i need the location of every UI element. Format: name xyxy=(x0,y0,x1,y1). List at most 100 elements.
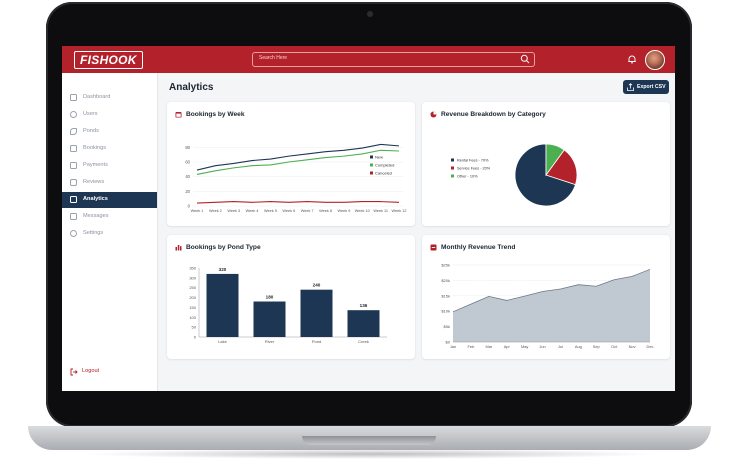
y-tick-label: $25k xyxy=(441,263,450,268)
card-title: Monthly Revenue Trend xyxy=(441,244,516,251)
sidebar-item-analytics[interactable]: Analytics xyxy=(62,192,157,208)
page-title: Analytics xyxy=(169,82,214,93)
monthly-revenue-card: Monthly Revenue Trend $0 $5k $10k $15k $20k $… xyxy=(422,235,670,359)
y-tick-label: $5k xyxy=(444,324,450,329)
webcam xyxy=(367,11,373,17)
sidebar-item-reviews[interactable]: Reviews xyxy=(62,175,157,191)
y-tick-label: 0 xyxy=(194,335,197,340)
legend-label: Canceled xyxy=(375,170,392,175)
legend-label: Rental Fees - 70% xyxy=(457,158,489,162)
gear-icon xyxy=(70,230,77,237)
pie-slice xyxy=(545,149,578,186)
revenue-breakdown-chart: Rental Fees - 70% Service Fees - 20% Other… xyxy=(451,143,578,207)
sidebar-item-dashboard[interactable]: Dashboard xyxy=(62,90,157,106)
x-tick-label: Week 8 xyxy=(319,209,332,213)
y-tick-label: 60 xyxy=(185,160,190,165)
x-tick-label: Week 1 xyxy=(191,209,204,213)
sidebar-item-messages[interactable]: Messages xyxy=(62,209,157,225)
legend-label: Service Fees - 20% xyxy=(457,166,491,170)
y-tick-label: 20 xyxy=(185,189,190,194)
x-tick-label: Sep xyxy=(593,344,600,349)
sidebar-item-payments[interactable]: Payments xyxy=(62,158,157,174)
x-tick-label: Aug xyxy=(575,344,582,349)
legend-swatch xyxy=(451,174,454,178)
sidebar-item-users[interactable]: Users xyxy=(62,107,157,123)
x-tick-label: Week 5 xyxy=(264,209,277,213)
reviews-icon xyxy=(70,179,77,186)
bar-chart-icon xyxy=(175,245,182,251)
sidebar-item-label: Dashboard xyxy=(83,94,111,100)
logout-icon xyxy=(70,368,78,376)
bar xyxy=(206,273,239,337)
x-tick-label: Feb xyxy=(468,344,475,349)
bar-value-label: 180 xyxy=(266,295,274,300)
top-bar: FISHOOK Search Here xyxy=(62,46,675,73)
search-input[interactable]: Search Here xyxy=(252,52,535,67)
series-line xyxy=(196,143,400,171)
calendar-icon xyxy=(175,112,182,118)
sidebar-item-settings[interactable]: Settings xyxy=(62,226,157,242)
area-fill xyxy=(453,269,650,342)
users-icon xyxy=(70,111,77,118)
dashboard-icon xyxy=(70,94,77,101)
y-tick-label: 300 xyxy=(189,275,196,280)
y-tick-label: 40 xyxy=(185,174,190,179)
legend-swatch xyxy=(370,155,373,159)
y-tick-label: 100 xyxy=(189,315,196,320)
x-tick-label: Week 4 xyxy=(246,209,259,213)
bar-value-label: 136 xyxy=(360,303,368,308)
calendar-icon xyxy=(70,145,77,152)
search-icon[interactable] xyxy=(520,54,530,64)
bell-icon[interactable] xyxy=(627,54,637,64)
x-tick-label: Week 10 xyxy=(355,209,370,213)
monthly-revenue-chart: $0 $5k $10k $15k $20k $25k Jan Feb Mar Apr May Jun J… xyxy=(441,263,654,350)
app-screen: FISHOOK Search Here Dashboard Users Pond… xyxy=(62,46,675,391)
legend-label: New xyxy=(375,154,383,159)
pie-slice xyxy=(545,143,565,177)
x-tick-label: Oct xyxy=(611,344,618,349)
x-tick-label: Week 9 xyxy=(338,209,351,213)
series-line xyxy=(196,149,400,176)
x-tick-label: Week 7 xyxy=(301,209,314,213)
y-tick-label: 50 xyxy=(192,325,197,330)
legend-swatch xyxy=(370,171,373,175)
x-tick-label: Creek xyxy=(358,339,369,344)
x-tick-label: Jun xyxy=(539,344,545,349)
y-tick-label: 0 xyxy=(188,204,191,209)
y-tick-label: 250 xyxy=(189,285,196,290)
laptop-shadow xyxy=(80,449,660,459)
area-line xyxy=(452,268,651,313)
legend-label: Other - 10% xyxy=(457,174,478,178)
x-tick-label: Week 6 xyxy=(282,209,295,213)
app-logo[interactable]: FISHOOK xyxy=(74,51,143,69)
x-tick-label: Week 11 xyxy=(373,209,388,213)
upload-icon xyxy=(627,83,634,91)
sidebar-item-label: Messages xyxy=(83,213,109,219)
bar-value-label: 320 xyxy=(219,267,227,272)
sidebar-item-label: Reviews xyxy=(83,179,105,185)
logout-button[interactable]: Logout xyxy=(68,366,128,378)
avatar[interactable] xyxy=(645,50,665,70)
bar xyxy=(300,289,333,337)
sidebar-item-ponds[interactable]: Ponds xyxy=(62,124,157,140)
legend-swatch xyxy=(370,163,373,167)
x-tick-label: Dec xyxy=(647,344,654,349)
x-tick-label: May xyxy=(521,344,528,349)
sidebar-item-label: Users xyxy=(83,111,98,117)
sidebar-item-label: Analytics xyxy=(83,196,108,202)
series-line xyxy=(196,201,400,204)
y-tick-label: 200 xyxy=(189,295,196,300)
y-tick-label: 80 xyxy=(185,145,190,150)
bar xyxy=(253,301,286,337)
bar xyxy=(347,310,380,337)
card-title: Bookings by Week xyxy=(186,111,245,118)
trend-icon xyxy=(430,244,437,251)
logout-label: Logout xyxy=(82,368,100,374)
export-csv-button[interactable]: Export CSV xyxy=(623,80,669,94)
card-title: Revenue Breakdown by Category xyxy=(441,111,546,118)
y-tick-label: $15k xyxy=(441,293,450,298)
sidebar-item-bookings[interactable]: Bookings xyxy=(62,141,157,157)
fish-icon xyxy=(70,128,77,135)
bookings-by-week-card: Bookings by Week 0 20 40 60 80 Week 1 Week 2 We… xyxy=(167,102,415,226)
y-tick-label: 350 xyxy=(189,266,196,271)
